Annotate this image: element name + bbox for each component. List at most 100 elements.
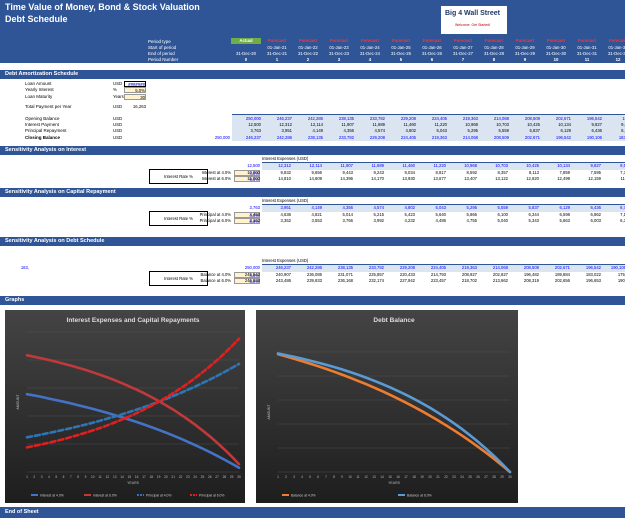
sens_interest-top-value: 9,5 xyxy=(620,163,625,168)
amort-cell: 6,129 xyxy=(541,128,571,134)
sens_debt-top-value: 229,208 xyxy=(399,265,415,270)
x-tick-label: 4 xyxy=(48,475,50,479)
sens_interest-value: 8,592 xyxy=(466,170,477,175)
amort-value: 208,509 xyxy=(524,116,540,121)
sens_interest-value: 7,859 xyxy=(559,170,570,175)
sens_interest-top-value: 12,312 xyxy=(278,163,291,168)
legend-label-1: Balance at 6.0% xyxy=(407,493,432,497)
amort-value: 11,460 xyxy=(403,122,417,127)
sens_capital-top-value: 4,356 xyxy=(342,205,353,210)
sens_debt-value: 208,319 xyxy=(523,278,539,283)
x-tick-label: 28 xyxy=(492,475,496,479)
sens_capital-value: 4,232 xyxy=(404,218,415,223)
legend-label-0: Balance at 4.0% xyxy=(291,493,316,497)
sens_interest-rate-1[interactable]: 6.0% xyxy=(234,175,260,182)
x-tick-label: 5 xyxy=(55,475,57,479)
amort-value: 3,951 xyxy=(281,128,292,133)
sens_capital-value: 6,862 xyxy=(590,212,601,217)
x-tick-label: 11 xyxy=(98,475,102,479)
amort-row-label-3: Closing Balance xyxy=(25,135,61,140)
sens_debt-side-label: Interest Rate % xyxy=(149,271,208,286)
period-number-3: 3 xyxy=(337,57,341,62)
amort-cell: 208,509 xyxy=(510,116,540,122)
sens_debt-value: 246,838 xyxy=(244,278,260,283)
sens_interest-row-label-1: Interest at 6.0% xyxy=(201,176,231,181)
input-value-0[interactable]: ####### xyxy=(124,80,146,87)
amort-value: 9,5 xyxy=(621,122,625,127)
period-start-8: 01-Jan-28 xyxy=(484,45,504,50)
sens_debt-rate-0[interactable]: 4.0% xyxy=(234,271,260,278)
sens_debt-value: 196,653 xyxy=(585,278,601,283)
amort-cell: 10,968 xyxy=(448,122,478,128)
input-label-3: Total Payment per Year xyxy=(25,104,72,109)
period-start-5: 01-Jan-25 xyxy=(391,45,411,50)
amort-value: 233,782 xyxy=(369,116,385,121)
sens_capital-rate-1[interactable]: 6.0% xyxy=(234,217,260,224)
sens_capital-caption: Interest Expenses (USD) xyxy=(262,198,309,203)
sens_capital-top-value: 6,7 xyxy=(620,205,625,210)
amort-row-unit-3: USD xyxy=(113,135,123,140)
amort-cell: 196,542 xyxy=(572,116,602,122)
amort-value: 5,559 xyxy=(498,128,509,133)
x-tick-label: 10 xyxy=(348,475,352,479)
amort-value: 10,968 xyxy=(465,122,478,127)
period-end-3: 31-Dec-23 xyxy=(328,51,350,56)
sens_debt-row-label-1: Balance at 6.0% xyxy=(200,278,232,283)
sens_interest-value: 8,817 xyxy=(435,170,446,175)
x-tick-label: 16 xyxy=(135,475,139,479)
amort-value: 242,286 xyxy=(276,135,292,140)
period-end-5: 31-Dec-25 xyxy=(390,51,412,56)
amort-cell: 9,827 xyxy=(572,122,602,128)
legend-label-3: Principal at 6.0% xyxy=(199,493,224,497)
amort-value: 224,405 xyxy=(400,135,416,140)
x-tick-label: 12 xyxy=(106,475,110,479)
sens_debt-value: 243,486 xyxy=(275,278,291,283)
sens_interest-top-value: 11,907 xyxy=(340,163,354,168)
sens_interest-top-value: 10,134 xyxy=(557,163,570,168)
period-number-2: 2 xyxy=(306,57,310,62)
amort-cell: 250,000 xyxy=(200,135,230,141)
row-label-period-type: Period type xyxy=(148,39,171,44)
sens_debt-value: 175, xyxy=(617,272,625,277)
period-number-10: 10 xyxy=(553,57,559,62)
x-tick-label: 2 xyxy=(285,475,287,479)
period-type-4: Forecast xyxy=(361,38,379,43)
amort-value: 19 xyxy=(622,116,625,121)
chart-title: Interest Expenses and Capital Repayments xyxy=(67,317,200,324)
sens_interest-top-value: 10,425 xyxy=(526,163,539,168)
period-number-5: 5 xyxy=(399,57,403,62)
amort-value: 9,827 xyxy=(591,122,602,127)
sheet-header: Time Value of Money, Bond & Stock Valuat… xyxy=(0,0,625,63)
sens_interest-value: 8,357 xyxy=(497,170,508,175)
input-value-2[interactable]: 30 xyxy=(124,93,146,100)
sens_debt-value: 236,085 xyxy=(306,272,322,277)
end-of-sheet: End of Sheet xyxy=(0,507,625,518)
input-unit-2: Years xyxy=(113,94,124,99)
sens_interest-rate-0[interactable]: 4.0% xyxy=(234,169,260,176)
amort-value: 224,405 xyxy=(431,116,447,121)
amort-cell: 196,542 xyxy=(541,135,571,141)
series-line-3 xyxy=(25,337,241,449)
sens_interest-value: 13,930 xyxy=(402,176,415,181)
x-tick-label: 9 xyxy=(85,475,87,479)
series-line-2 xyxy=(25,362,241,439)
amort-value: 229,208 xyxy=(400,116,416,121)
sens_debt-rate-1[interactable]: 6.0% xyxy=(234,277,260,284)
sens_interest-top-value: 10,968 xyxy=(464,163,477,168)
sens_debt-row-label-0: Balance at 4.0% xyxy=(200,272,232,277)
x-tick-label: 18 xyxy=(150,475,154,479)
x-tick-label: 6 xyxy=(63,475,65,479)
input-value-1[interactable]: 5.0% xyxy=(124,86,146,93)
amort-value: 12,114 xyxy=(310,122,324,127)
x-tick-label: 26 xyxy=(476,475,480,479)
amort-cell: 202,671 xyxy=(541,116,571,122)
period-start-7: 01-Jan-27 xyxy=(453,45,473,50)
sens_capital-rate-0[interactable]: 4.0% xyxy=(234,211,260,218)
sens_capital-top-value: 5,295 xyxy=(466,205,477,210)
amort-cell: 4,356 xyxy=(324,128,354,134)
period-number-7: 7 xyxy=(461,57,465,62)
sens_capital-value: 4,458 xyxy=(249,212,260,217)
x-tick-label: 26 xyxy=(208,475,212,479)
amort-value: 12,312 xyxy=(279,122,292,127)
amort-value: 4,356 xyxy=(343,128,354,133)
